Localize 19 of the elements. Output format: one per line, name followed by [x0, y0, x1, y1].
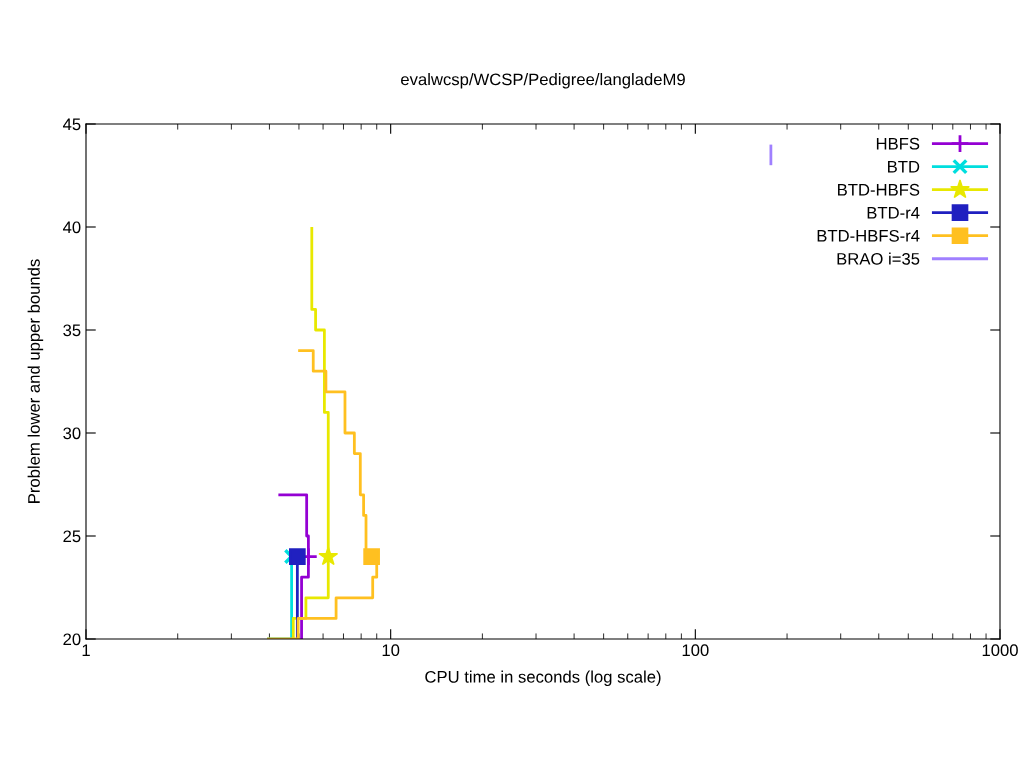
legend-label: BRAO i=35: [837, 252, 920, 265]
legend-label: BTD: [888, 160, 920, 173]
y-tick-label: 45: [62, 118, 81, 131]
y-tick-label: 30: [63, 427, 81, 440]
y-axis-title: Problem lower and upper bounds: [27, 259, 44, 503]
legend-label: BTD-r4: [867, 207, 920, 219]
x-tick-label: 1000: [982, 644, 1018, 657]
legend-label: HBFS: [876, 137, 920, 150]
y-tick-label: 40: [62, 221, 81, 234]
x-tick-label: 10: [382, 644, 400, 657]
y-tick-label: 25: [63, 530, 81, 543]
y-tick-label: 20: [63, 633, 81, 646]
x-tick-label: 1: [82, 644, 90, 656]
chart-title: evalwcsp/WCSP/Pedigree/langladeM9: [401, 73, 685, 89]
x-tick-label: 100: [682, 644, 709, 657]
legend-label: BTD-HBFS: [838, 183, 920, 196]
x-axis-title: CPU time in seconds (log scale): [425, 670, 661, 687]
legend-label: BTD-HBFS-r4: [817, 229, 920, 242]
y-tick-label: 35: [63, 324, 81, 337]
